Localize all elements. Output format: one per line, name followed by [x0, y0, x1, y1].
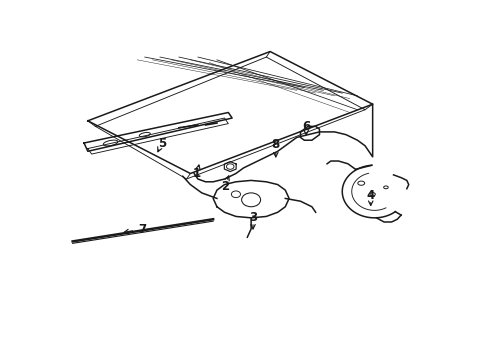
- Text: 3: 3: [249, 211, 257, 224]
- Text: 1: 1: [193, 167, 201, 180]
- Text: 4: 4: [367, 189, 375, 202]
- Text: 6: 6: [302, 120, 310, 133]
- Text: 2: 2: [220, 180, 229, 193]
- Text: 5: 5: [158, 137, 166, 150]
- Text: 7: 7: [138, 222, 146, 235]
- Text: 8: 8: [271, 139, 280, 152]
